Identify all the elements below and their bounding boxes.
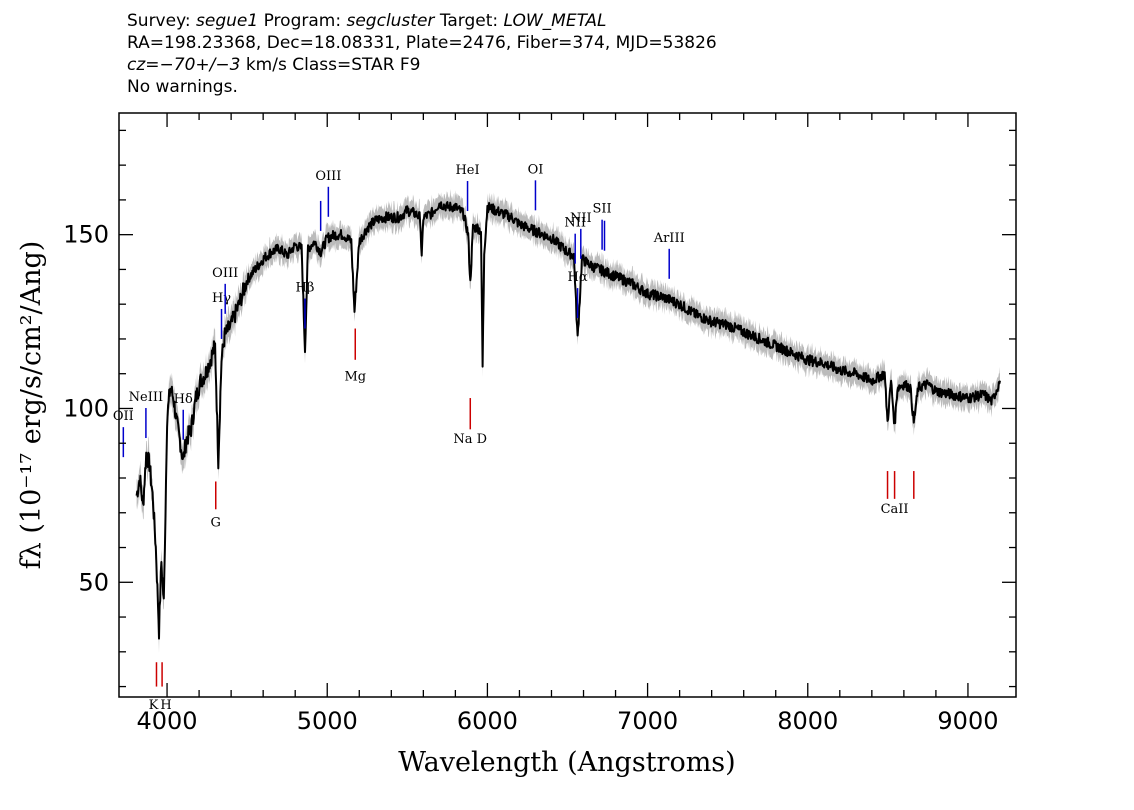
plot-frame (118, 112, 1017, 698)
spectral-line-label: NeIII (129, 390, 163, 405)
spectral-line: CaII (881, 471, 909, 517)
target-value: LOW_METAL (503, 11, 607, 31)
spectral-line: HeI (455, 163, 480, 212)
spectral-line: G (211, 481, 221, 531)
spectral-line: Hβ (296, 281, 315, 329)
spectral-lines-layer: OII NeIII K H Hδ G Hγ OIII Hβ OIII Mg HeI Na D OI NII H… (113, 162, 915, 713)
header-line-warnings: No warnings. (127, 77, 238, 97)
spectral-line-label: H (160, 698, 171, 713)
y-tick-label: 100 (63, 394, 109, 422)
spectral-line-label: Hα (568, 270, 588, 285)
x-tick-label: 8000 (777, 707, 838, 735)
axis-ticks-layer: 4000 5000 6000 7000 8000 9000 50 100 150 (63, 113, 1016, 735)
spectral-line-label: G (211, 516, 221, 531)
spectral-line: OIII (212, 266, 238, 314)
spectral-line: Hα (568, 270, 588, 319)
spectral-line: NeIII (129, 390, 163, 439)
spectral-line: K (149, 662, 159, 713)
spectral-line: OIII (315, 169, 341, 217)
spectral-line-label: NII (570, 211, 592, 226)
survey-value: segue1 (196, 11, 259, 31)
y-tick-label: 50 (78, 568, 109, 596)
spectral-line-label: OIII (315, 169, 341, 184)
spectral-line: NII (564, 216, 586, 264)
spectral-line-label: SII (593, 202, 612, 217)
spectral-line: OI (528, 162, 544, 211)
spectral-line-label: Na D (453, 432, 487, 447)
x-tick-label: 9000 (937, 707, 998, 735)
x-tick-label: 5000 (297, 707, 358, 735)
spectral-line-label: OII (113, 409, 134, 424)
header-line-survey: Survey: segue1 Program: segcluster Targe… (127, 10, 717, 32)
spectrum-layer (135, 201, 1001, 640)
spectral-line-label: NII (564, 216, 586, 231)
spectral-line: Na D (453, 398, 487, 447)
spectral-line: Hγ (212, 291, 231, 339)
spectral-line: H (160, 662, 172, 713)
spectral-line: Hδ (174, 392, 193, 440)
spectral-line: ArIII (653, 231, 685, 279)
spectral-line-label: Mg (344, 370, 366, 385)
spectral-line: OII (113, 409, 134, 458)
spectral-line-label: OI (528, 162, 544, 177)
y-tick-label: 150 (63, 221, 109, 249)
header-line-coords: RA=198.23368, Dec=18.08331, Plate=2476, … (127, 33, 717, 53)
x-tick-label: 6000 (457, 707, 518, 735)
spectral-line-label: ArIII (653, 231, 685, 246)
header-line-redshift: cz=−70+/−3 km/s Class=STAR F9 (127, 54, 717, 76)
spectral-line-label: K (149, 698, 159, 713)
target-label: Target: (439, 11, 499, 31)
spectral-line-label: CaII (881, 502, 909, 517)
spectral-line: SII (593, 202, 612, 250)
spectral-line: NII (570, 211, 592, 259)
spectral-line-label: OIII (212, 266, 238, 281)
y-axis-label: fλ (10⁻¹⁷ erg/s/cm²/Ang) (16, 241, 47, 570)
spectral-line: Mg (344, 328, 366, 385)
survey-label: Survey: (127, 11, 191, 31)
spectral-line-label: Hγ (212, 291, 231, 306)
cz-value: −70+/−3 (159, 55, 241, 75)
x-tick-label: 7000 (617, 707, 678, 735)
spectrum-header: Survey: segue1 Program: segcluster Targe… (127, 10, 717, 98)
cz-label: cz= (127, 55, 160, 75)
spectrum-line (135, 201, 1001, 640)
spectral-line-label: HeI (455, 163, 479, 178)
program-label: Program: (263, 11, 342, 31)
x-tick-label: 4000 (137, 707, 198, 735)
cz-class: km/s Class=STAR F9 (240, 55, 421, 75)
spectral-line-label: Hδ (174, 392, 193, 407)
x-axis-label: Wavelength (Angstroms) (398, 747, 735, 778)
spectral-line-label: Hβ (296, 281, 315, 296)
program-value: segcluster (346, 11, 435, 31)
